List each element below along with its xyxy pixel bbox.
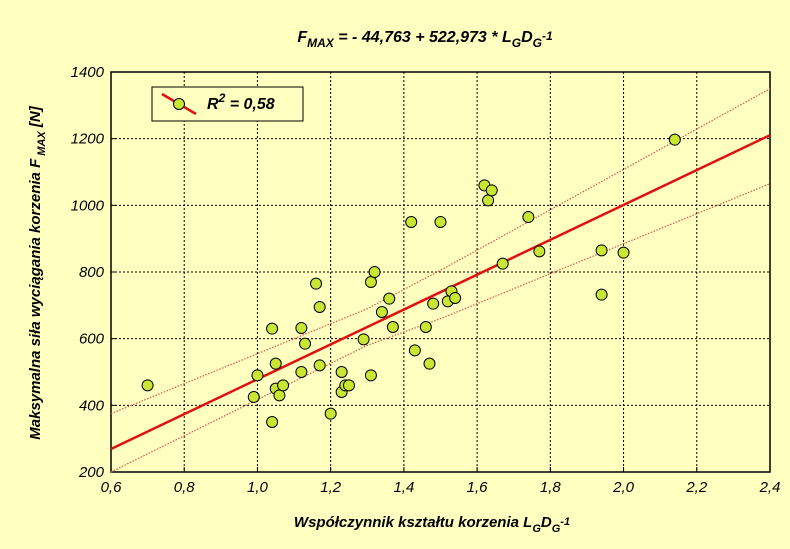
data-point — [405, 216, 418, 228]
data-point — [386, 321, 399, 333]
x-tick-label: 0,6 — [101, 479, 123, 496]
data-point — [408, 344, 421, 357]
data-point — [295, 366, 308, 378]
x-tick-label: 1,8 — [540, 479, 562, 496]
x-tick-label: 2,0 — [612, 479, 635, 496]
x-tick-label: 1,6 — [467, 479, 489, 496]
data-point — [277, 379, 290, 392]
label-part-6: -1 — [542, 29, 553, 43]
x-tick-label: 1,0 — [247, 479, 269, 496]
confidence-band-upper — [110, 88, 771, 415]
data-point — [522, 211, 535, 223]
y-axis-ticks: 200 400 600 800 1000 1200 1400 — [71, 64, 116, 481]
data-point — [251, 369, 264, 382]
data-point — [313, 301, 326, 313]
data-point — [419, 321, 432, 333]
label-part-4: D — [521, 29, 533, 46]
data-point — [485, 184, 498, 197]
y-tick-label: 200 — [78, 464, 105, 481]
data-point — [595, 244, 608, 257]
chart-title: FMAX = - 44,763 + 522,973 * LGDG-1 — [297, 29, 553, 50]
label-part-2: = - 44,763 + 522,973 * L — [334, 29, 512, 46]
data-point — [273, 389, 286, 402]
label-part-2: [N] — [27, 105, 44, 131]
x-tick-label: 0,8 — [174, 479, 196, 496]
data-point — [383, 292, 396, 305]
label-part-4: -1 — [560, 516, 570, 528]
data-point — [364, 369, 377, 382]
data-point — [310, 277, 323, 290]
label-part-1: MAX — [307, 36, 335, 50]
data-point — [617, 246, 630, 259]
data-point — [423, 357, 436, 370]
data-points — [141, 133, 681, 428]
label-part-3: G — [552, 523, 561, 535]
data-point — [335, 366, 348, 378]
data-point — [247, 391, 260, 403]
y-tick-label: 800 — [79, 264, 105, 281]
data-point — [375, 306, 388, 318]
data-point — [434, 216, 447, 228]
legend-marker-swatch — [173, 98, 185, 110]
label-part-0: Maksymalna siła wyciągania korzenia F — [27, 158, 44, 440]
data-point — [364, 276, 377, 288]
regression-line — [110, 134, 771, 451]
grid-lines — [111, 72, 770, 472]
data-point — [368, 266, 381, 278]
x-tick-label: 2,2 — [685, 479, 708, 496]
x-tick-label: 1,2 — [320, 479, 342, 496]
data-point — [324, 407, 337, 420]
data-point — [299, 337, 312, 350]
data-point — [533, 245, 546, 258]
legend-label: R2 = 0,58 — [207, 91, 275, 113]
y-axis-label: Maksymalna siła wyciągania korzenia F MA… — [27, 105, 48, 439]
data-point — [427, 297, 440, 310]
label-part-0: R — [207, 96, 219, 113]
label-part-1: MAX — [36, 131, 48, 159]
y-tick-label: 1400 — [71, 64, 105, 81]
confidence-band-lower — [110, 183, 771, 473]
data-point — [449, 292, 462, 304]
data-point — [357, 333, 370, 346]
data-point — [496, 257, 509, 270]
data-point — [313, 359, 326, 372]
label-part-0: Współczynnik kształtu korzenia L — [294, 514, 532, 531]
label-part-2: = 0,58 — [225, 96, 274, 113]
confidence-band — [110, 88, 771, 473]
label-part-5: G — [533, 36, 542, 50]
y-tick-label: 1200 — [71, 131, 105, 148]
data-point — [266, 322, 279, 335]
label-part-1: G — [532, 523, 541, 535]
data-point — [295, 322, 308, 334]
data-point — [482, 194, 495, 207]
x-tick-label: 1,4 — [393, 479, 414, 496]
data-point — [141, 379, 154, 392]
data-point — [342, 379, 355, 392]
y-tick-label: 400 — [79, 397, 105, 414]
regression-line-group — [110, 134, 771, 451]
x-tick-label: 2,4 — [759, 479, 781, 496]
data-point — [266, 416, 279, 428]
label-part-3: G — [512, 36, 521, 50]
data-point — [595, 288, 608, 301]
data-point — [668, 133, 681, 146]
label-part-0: F — [297, 29, 308, 46]
label-part-1: 2 — [218, 91, 226, 105]
y-tick-label: 600 — [79, 331, 105, 348]
legend: R2 = 0,58 — [151, 86, 304, 122]
x-axis-ticks: 0,6 0,8 1,0 1,2 1,4 1,6 1,8 2,0 2,2 2,4 — [101, 467, 781, 496]
y-tick-label: 1000 — [71, 197, 105, 214]
label-part-2: D — [541, 514, 552, 531]
data-point — [269, 357, 282, 370]
x-axis-label: Współczynnik kształtu korzenia LGDG-1 — [294, 514, 570, 535]
